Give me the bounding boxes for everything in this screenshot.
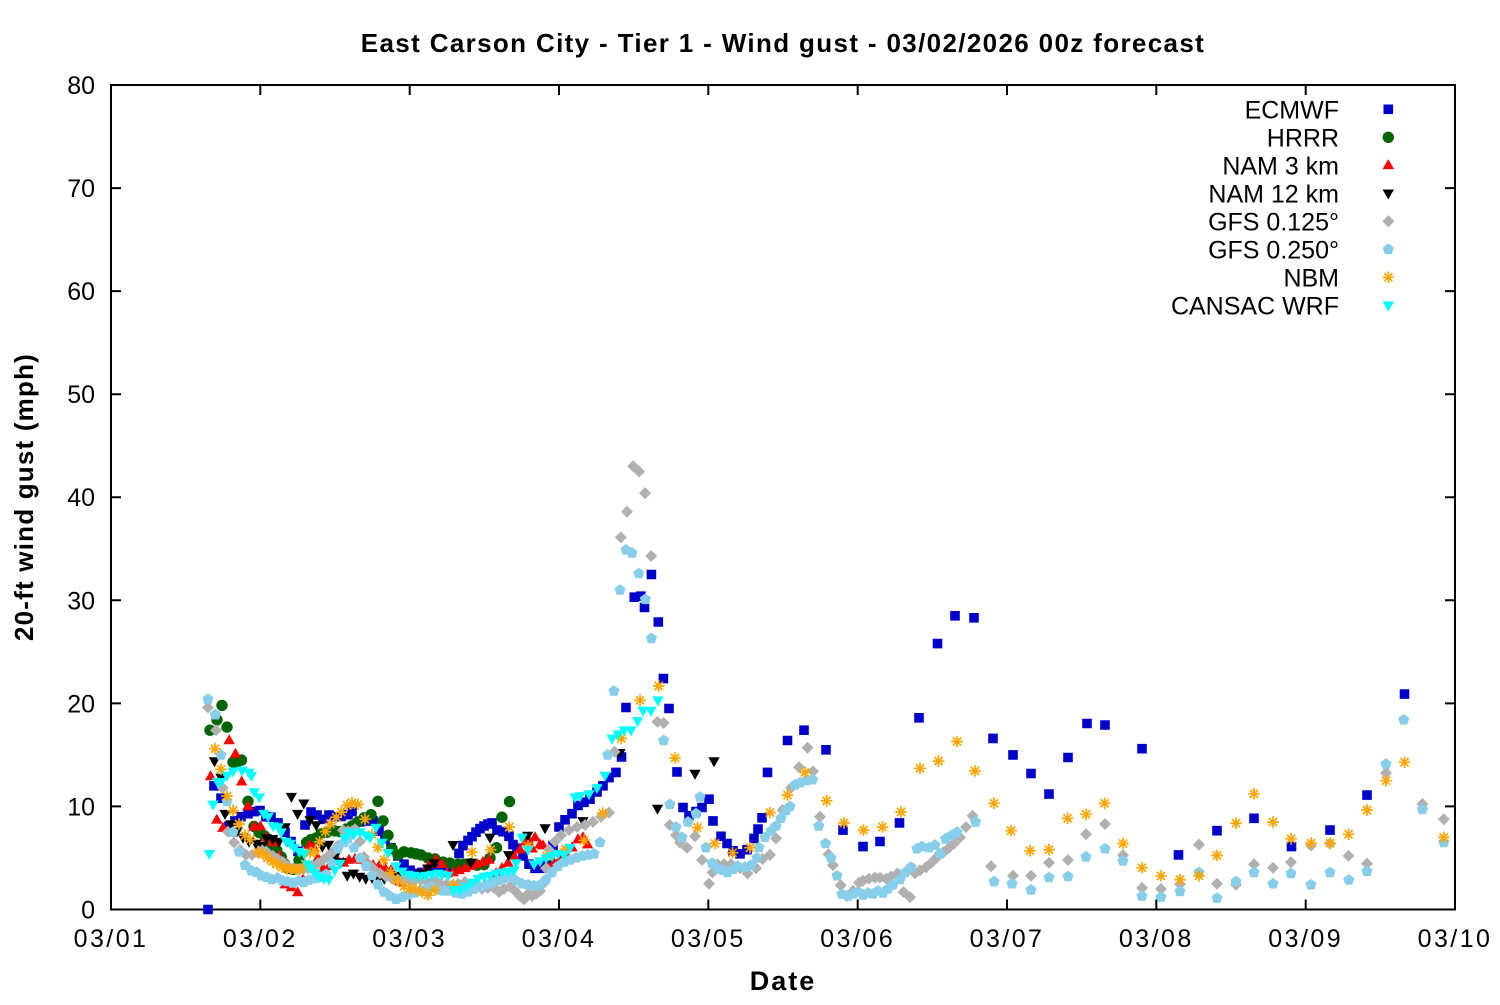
svg-text:03/09: 03/09 [1268,925,1343,953]
svg-text:GFS 0.125°: GFS 0.125° [1208,208,1339,236]
svg-text:03/07: 03/07 [970,925,1045,953]
svg-text:CANSAC WRF: CANSAC WRF [1171,292,1339,320]
svg-text:GFS 0.250°: GFS 0.250° [1208,236,1339,264]
svg-text:NAM 3 km: NAM 3 km [1222,152,1339,180]
svg-text:70: 70 [67,175,95,203]
svg-text:50: 50 [67,381,95,409]
svg-text:03/01: 03/01 [74,925,149,953]
svg-text:20-ft wind gust (mph): 20-ft wind gust (mph) [9,353,39,641]
svg-text:ECMWF: ECMWF [1245,96,1339,124]
svg-text:Date: Date [750,966,817,996]
svg-text:0: 0 [81,897,95,925]
svg-text:40: 40 [67,484,95,512]
svg-text:03/02: 03/02 [223,925,298,953]
svg-text:03/05: 03/05 [671,925,746,953]
svg-text:20: 20 [67,690,95,718]
svg-text:80: 80 [67,72,95,100]
svg-text:NAM 12 km: NAM 12 km [1208,180,1339,208]
svg-text:NBM: NBM [1283,264,1339,292]
svg-text:03/04: 03/04 [522,925,597,953]
svg-text:10: 10 [67,793,95,821]
svg-text:03/03: 03/03 [372,925,447,953]
svg-text:East Carson City - Tier 1 - Wi: East Carson City - Tier 1 - Wind gust - … [361,28,1205,58]
svg-text:60: 60 [67,278,95,306]
svg-text:03/06: 03/06 [820,925,895,953]
svg-text:HRRR: HRRR [1267,124,1339,152]
svg-text:03/10: 03/10 [1418,925,1493,953]
svg-text:30: 30 [67,587,95,615]
svg-text:03/08: 03/08 [1119,925,1194,953]
